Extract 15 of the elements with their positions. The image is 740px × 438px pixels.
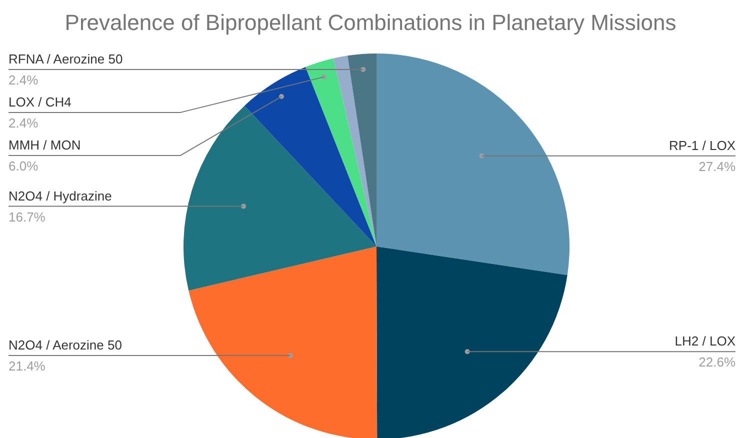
slice-label: RP-1 / LOX (669, 138, 736, 153)
slice-label: RFNA / Aerozine 50 (8, 51, 123, 66)
data-label: 2.4% (8, 72, 39, 88)
data-label: 2.4% (8, 115, 39, 130)
slice-label: MMH / MON (8, 137, 81, 152)
slice-label: LOX / CH4 (8, 94, 72, 110)
chart-title: Prevalence of Bipropellant Combinations in Planetary Missions (64, 10, 676, 35)
data-label: 6.0% (8, 158, 39, 174)
data-label: 16.7% (8, 209, 46, 224)
data-label: 22.6% (698, 354, 736, 370)
data-label: 27.4% (698, 158, 736, 174)
data-label: 21.4% (8, 358, 46, 374)
slice-label: N2O4 / Aerozine 50 (8, 338, 122, 353)
slice-label: N2O4 / Hydrazine (8, 188, 112, 204)
slice-label: LH2 / LOX (674, 334, 736, 349)
